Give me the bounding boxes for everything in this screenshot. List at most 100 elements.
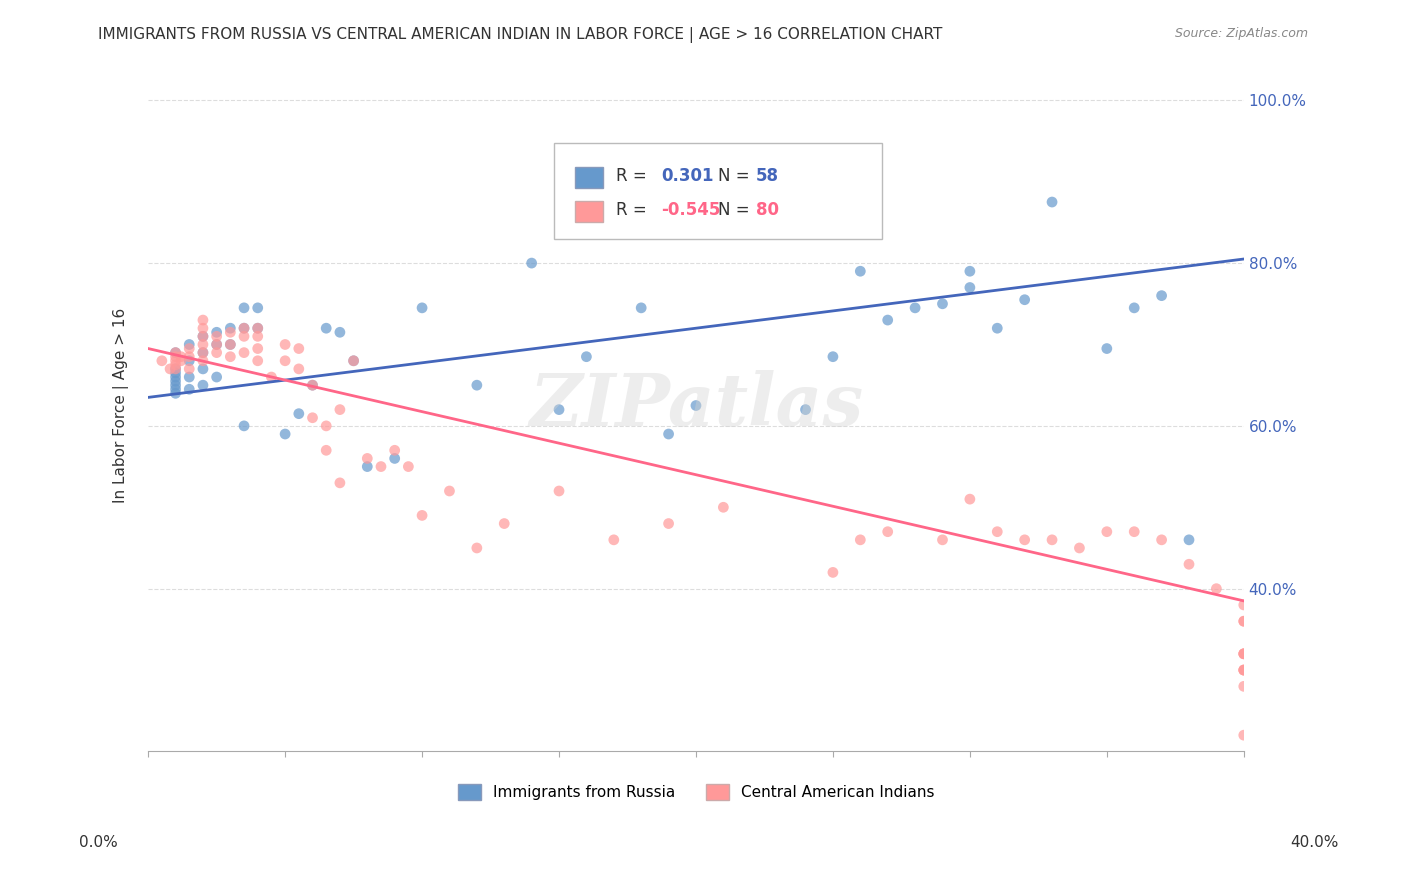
Point bbox=[191, 329, 214, 343]
Point bbox=[150, 353, 173, 368]
Point bbox=[630, 301, 652, 315]
Point bbox=[658, 427, 681, 442]
Point bbox=[165, 362, 187, 376]
Point bbox=[342, 353, 364, 368]
Point bbox=[179, 353, 201, 368]
Point bbox=[342, 353, 364, 368]
Point bbox=[246, 342, 269, 356]
Point bbox=[165, 345, 187, 359]
Point bbox=[1233, 647, 1256, 661]
Point bbox=[548, 483, 571, 498]
Point bbox=[465, 378, 488, 392]
Point bbox=[315, 418, 337, 433]
Point bbox=[465, 541, 488, 555]
Point bbox=[1095, 524, 1118, 539]
Point bbox=[233, 329, 256, 343]
Point bbox=[165, 358, 187, 372]
Point bbox=[1233, 663, 1256, 677]
Point bbox=[191, 362, 214, 376]
Point bbox=[1040, 533, 1063, 547]
Point bbox=[931, 533, 953, 547]
Point bbox=[411, 508, 433, 523]
Point bbox=[439, 483, 461, 498]
Point bbox=[1233, 598, 1256, 612]
Point bbox=[1178, 533, 1201, 547]
Point bbox=[1233, 663, 1256, 677]
Point bbox=[1150, 533, 1173, 547]
Point bbox=[179, 350, 201, 364]
Point bbox=[191, 345, 214, 359]
Text: -0.545: -0.545 bbox=[661, 202, 720, 219]
Point bbox=[876, 524, 898, 539]
Text: Source: ZipAtlas.com: Source: ZipAtlas.com bbox=[1174, 27, 1308, 40]
Text: 0.301: 0.301 bbox=[661, 167, 713, 185]
Point bbox=[179, 362, 201, 376]
Point bbox=[165, 366, 187, 380]
Point bbox=[191, 321, 214, 335]
Point bbox=[165, 350, 187, 364]
Point bbox=[219, 337, 242, 351]
Point bbox=[959, 280, 981, 294]
Point bbox=[219, 337, 242, 351]
Point bbox=[219, 326, 242, 340]
Point bbox=[274, 353, 297, 368]
Text: R =: R = bbox=[616, 202, 652, 219]
Point bbox=[246, 301, 269, 315]
Point bbox=[165, 370, 187, 384]
Point bbox=[904, 301, 927, 315]
Point bbox=[219, 350, 242, 364]
Point bbox=[1014, 293, 1036, 307]
Point bbox=[1233, 728, 1256, 742]
Point bbox=[520, 256, 543, 270]
Point bbox=[219, 321, 242, 335]
Point bbox=[1233, 647, 1256, 661]
Point bbox=[1123, 301, 1146, 315]
Point bbox=[1014, 533, 1036, 547]
Point bbox=[159, 362, 181, 376]
Point bbox=[301, 410, 323, 425]
Point bbox=[1205, 582, 1227, 596]
Point bbox=[315, 321, 337, 335]
Point bbox=[1233, 679, 1256, 693]
Point bbox=[274, 427, 297, 442]
Point bbox=[191, 353, 214, 368]
Point bbox=[246, 353, 269, 368]
Point bbox=[1233, 647, 1256, 661]
Point bbox=[603, 533, 626, 547]
Point bbox=[849, 533, 872, 547]
Point bbox=[329, 326, 352, 340]
Point bbox=[165, 382, 187, 396]
Point bbox=[1040, 195, 1063, 210]
Point bbox=[1178, 558, 1201, 572]
Point bbox=[821, 566, 844, 580]
Point bbox=[1069, 541, 1091, 555]
Point bbox=[165, 386, 187, 401]
Point bbox=[205, 370, 228, 384]
Point bbox=[356, 451, 378, 466]
Point bbox=[548, 402, 571, 417]
Point bbox=[233, 301, 256, 315]
Point bbox=[179, 382, 201, 396]
Point bbox=[329, 475, 352, 490]
Point bbox=[1150, 288, 1173, 302]
Point bbox=[986, 321, 1008, 335]
Legend: Immigrants from Russia, Central American Indians: Immigrants from Russia, Central American… bbox=[451, 778, 941, 806]
Text: 0.0%: 0.0% bbox=[79, 836, 118, 850]
Point bbox=[301, 378, 323, 392]
Point bbox=[986, 524, 1008, 539]
Point bbox=[288, 342, 311, 356]
Point bbox=[288, 407, 311, 421]
Point bbox=[165, 353, 187, 368]
Point bbox=[315, 443, 337, 458]
Point bbox=[165, 362, 187, 376]
Point bbox=[370, 459, 392, 474]
Point bbox=[246, 321, 269, 335]
Point bbox=[233, 321, 256, 335]
FancyBboxPatch shape bbox=[554, 143, 882, 239]
Point bbox=[205, 337, 228, 351]
Point bbox=[205, 329, 228, 343]
Point bbox=[246, 329, 269, 343]
Point bbox=[179, 370, 201, 384]
Point bbox=[658, 516, 681, 531]
Point bbox=[301, 378, 323, 392]
